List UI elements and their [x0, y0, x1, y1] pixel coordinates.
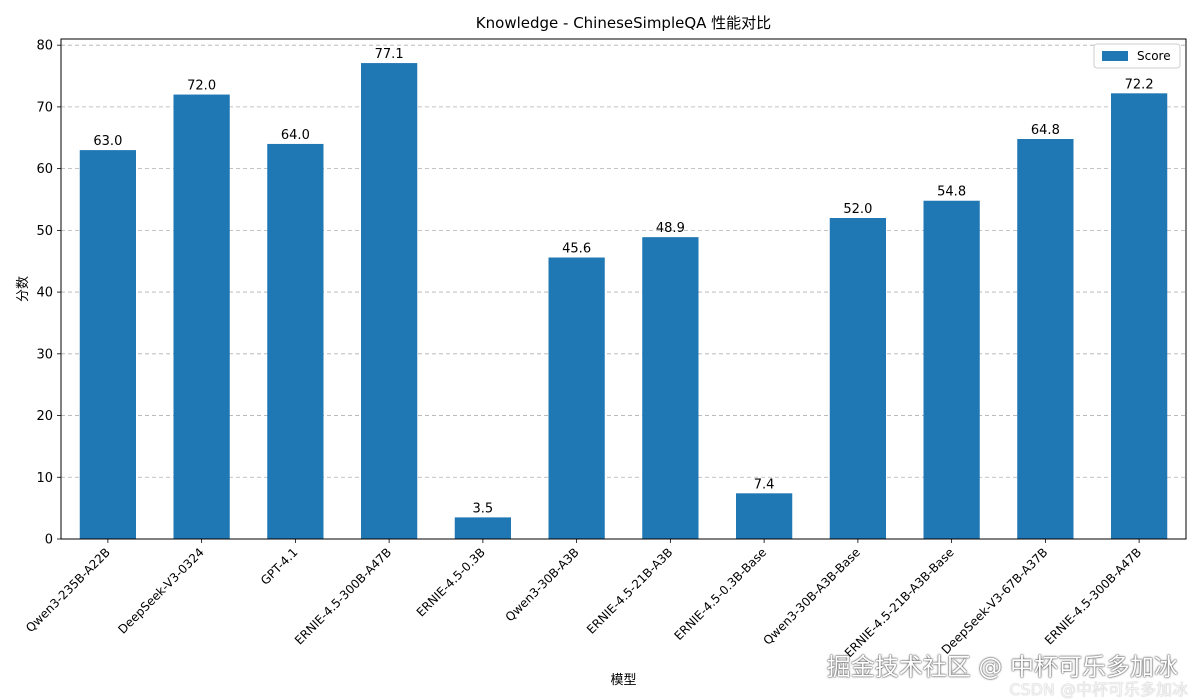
bar	[923, 200, 980, 539]
bar-value-label: 64.0	[281, 128, 310, 143]
x-tick-label: DeepSeek-V3-0324	[115, 545, 206, 636]
bar-value-label: 45.6	[562, 242, 591, 257]
watermark-main: 掘金技术社区 @ 中杯可乐多加冰	[826, 653, 1178, 681]
x-tick-label: ERNIE-4.5-0.3B-Base	[672, 545, 770, 643]
y-tick-label: 60	[36, 162, 53, 177]
bar-value-label: 7.4	[754, 477, 775, 492]
bar-value-label: 72.0	[187, 79, 216, 94]
y-axis-label: 分数	[16, 276, 31, 302]
y-tick-label: 10	[36, 471, 53, 486]
bar	[736, 493, 793, 539]
legend-label: Score	[1137, 49, 1171, 63]
x-tick-label: ERNIE-4.5-21B-A3B-Base	[842, 545, 957, 660]
y-tick-label: 40	[36, 286, 53, 301]
bar-value-label: 3.5	[473, 501, 494, 516]
x-axis-label: 模型	[610, 673, 636, 688]
bar-value-label: 77.1	[375, 47, 404, 62]
legend-box	[1093, 43, 1181, 69]
bar	[173, 94, 230, 540]
chart-title: Knowledge - ChineseSimpleQA 性能对比	[476, 14, 771, 32]
x-tick-label: ERNIE-4.5-21B-A3B	[584, 545, 676, 637]
y-tick-label: 0	[45, 533, 53, 548]
x-tick-label: Qwen3-30B-A3B-Base	[760, 545, 863, 648]
bar-value-label: 63.0	[93, 134, 122, 149]
y-tick-label: 20	[36, 409, 53, 424]
bar	[267, 143, 324, 539]
watermark-sub: CSDN @中杯可乐多加冰	[1009, 680, 1188, 699]
x-tick-label: DeepSeek-V3-67B-A37B	[939, 545, 1051, 657]
x-tick-label: ERNIE-4.5-0.3B	[414, 545, 488, 619]
bar	[1017, 139, 1074, 539]
bar	[829, 218, 886, 540]
y-tick-label: 80	[36, 39, 53, 54]
bar	[454, 517, 511, 539]
bar	[642, 237, 699, 540]
x-tick-label: ERNIE-4.5-300B-A47B	[292, 545, 394, 647]
bar-value-label: 48.9	[656, 221, 685, 236]
bar	[361, 63, 418, 540]
bar-value-label: 64.8	[1031, 123, 1060, 138]
y-tick-label: 30	[36, 347, 53, 362]
bar	[1111, 93, 1168, 539]
bar-value-label: 72.2	[1125, 77, 1154, 92]
legend-swatch	[1102, 51, 1128, 61]
bar	[548, 257, 605, 539]
bar-value-label: 52.0	[843, 202, 872, 217]
bar-value-label: 54.8	[937, 185, 966, 200]
x-tick-label: ERNIE-4.5-300B-A47B	[1042, 545, 1144, 647]
bar	[79, 150, 136, 539]
x-tick-label: Qwen3-235B-A22B	[23, 545, 113, 635]
y-tick-label: 50	[36, 224, 53, 239]
y-tick-label: 70	[36, 100, 53, 115]
x-tick-label: GPT-4.1	[258, 545, 301, 588]
x-tick-label: Qwen3-30B-A3B	[503, 545, 582, 624]
plot-frame	[60, 38, 1187, 540]
